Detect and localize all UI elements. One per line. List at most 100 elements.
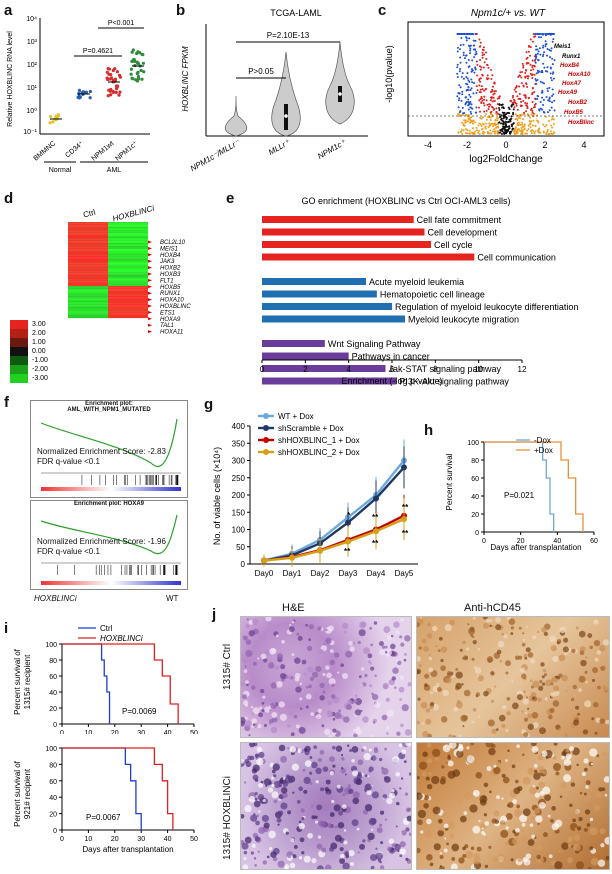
heatmap-cell	[108, 244, 148, 247]
g-xtick-label: Day4	[367, 569, 386, 578]
tissue-cell	[401, 704, 409, 712]
tissue-cell	[596, 650, 602, 655]
c-point	[509, 118, 512, 121]
c-point	[481, 56, 484, 59]
tissue-cell	[422, 731, 429, 738]
c-point	[536, 52, 539, 55]
tissue-cell	[254, 797, 258, 801]
c-point	[488, 132, 491, 135]
tissue-cell	[469, 804, 478, 813]
tissue-cell	[348, 788, 354, 794]
c-point	[457, 99, 460, 102]
tissue-cell	[239, 720, 246, 727]
c-point	[487, 116, 490, 119]
tissue-cell	[463, 689, 471, 697]
violin-2	[271, 51, 301, 137]
tissue-cell	[593, 702, 599, 708]
tissue-cell	[435, 644, 438, 648]
d-gene-label: JAK3	[159, 259, 175, 265]
h-ylabel: Percent survival	[445, 453, 454, 510]
i1-pvalue: P=0.0069	[122, 707, 157, 716]
c-point	[519, 71, 522, 74]
d-gene-label: HOXA9	[160, 317, 181, 323]
heatmap-cell	[108, 230, 148, 232]
tissue-cell	[245, 639, 252, 645]
tissue-cell	[605, 719, 610, 725]
heatmap-cell	[68, 289, 108, 291]
surv-ytick-label: 40	[49, 795, 57, 802]
c-point	[524, 72, 527, 75]
c-point	[458, 114, 461, 117]
c-point	[486, 64, 489, 67]
tissue-cell	[252, 661, 257, 666]
tissue-cell	[522, 776, 531, 785]
heatmap-cell	[68, 310, 108, 312]
c-point	[517, 97, 520, 100]
tissue-cell	[431, 775, 440, 785]
panel-j-label: j	[212, 606, 217, 623]
tissue-cell	[320, 787, 325, 792]
tissue-cell	[362, 716, 369, 723]
g-point	[401, 464, 407, 471]
a-data-point	[88, 96, 92, 100]
c-point	[550, 47, 553, 50]
tissue-cell	[523, 653, 528, 658]
tissue-cell	[381, 645, 386, 649]
heatmap-cell	[108, 286, 148, 288]
c-point	[535, 45, 538, 48]
heatmap-cell	[108, 314, 148, 317]
tissue-cell	[558, 654, 566, 662]
c-point	[548, 109, 551, 112]
a-data-point	[131, 77, 135, 81]
c-point	[461, 72, 464, 75]
tissue-cell	[330, 694, 336, 699]
tissue-cell	[456, 750, 464, 758]
tissue-cell	[303, 855, 311, 863]
tissue-cell	[334, 652, 340, 658]
gsea1-nes: Normalized Enrichment Score: -2.83	[37, 447, 166, 456]
f-left-label: HOXBLINCi	[34, 594, 77, 603]
tissue-cell	[536, 630, 540, 634]
c-point	[483, 98, 486, 101]
tissue-cell	[504, 660, 511, 667]
c-point	[459, 86, 462, 89]
e-bar	[262, 253, 475, 261]
a-data-point	[130, 50, 134, 54]
tissue-cell	[382, 794, 388, 799]
tissue-cell	[596, 754, 600, 758]
tissue-cell	[287, 675, 292, 680]
tissue-cell	[277, 860, 285, 868]
tissue-cell	[423, 795, 430, 801]
c-point	[475, 60, 478, 63]
tissue-cell	[351, 745, 359, 753]
c-point	[483, 110, 486, 113]
c-point	[470, 33, 473, 35]
c-point	[513, 88, 516, 91]
c-point	[518, 85, 521, 88]
d-gene-label: TAL1	[160, 323, 174, 329]
a-xcat: NPM1c⁺	[114, 140, 139, 163]
heatmap-cell	[108, 284, 148, 287]
heatmap-cell	[68, 249, 108, 251]
tissue-cell	[558, 850, 561, 853]
c-title: Npm1c/+ vs. WT	[471, 8, 546, 19]
tissue-cell	[316, 804, 323, 811]
tissue-cell	[327, 700, 332, 706]
tissue-cell	[573, 843, 581, 852]
tissue-cell	[429, 862, 434, 867]
c-point	[541, 33, 544, 36]
tissue-cell	[375, 847, 378, 850]
heatmap-cell	[68, 250, 108, 253]
tissue-cell	[583, 794, 591, 802]
c-point	[546, 66, 549, 69]
c-point	[485, 122, 488, 125]
tissue-cell	[348, 640, 354, 646]
c-point	[509, 132, 512, 135]
tissue-cell	[301, 659, 307, 665]
c-point	[514, 132, 517, 135]
tissue-cell	[315, 665, 322, 672]
heatmap-cell	[108, 260, 148, 263]
c-xtick: -4	[424, 140, 432, 150]
tissue-cell	[603, 687, 609, 693]
tissue-cell	[343, 716, 350, 723]
